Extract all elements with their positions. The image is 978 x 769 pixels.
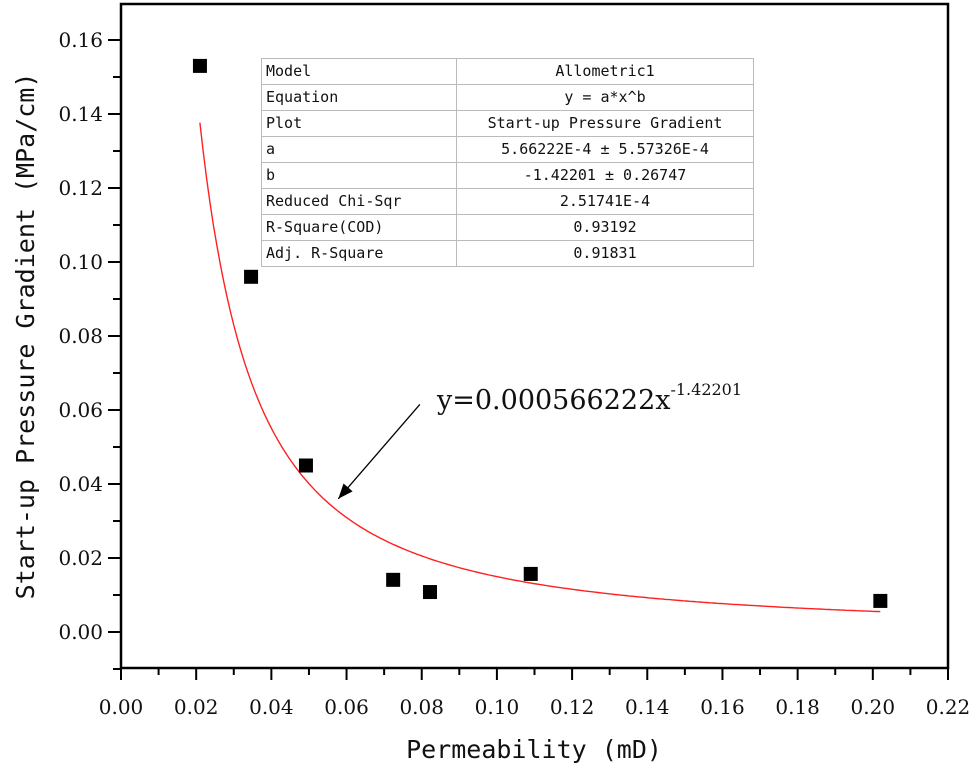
data-point-marker <box>298 458 313 473</box>
fit-param-name: Equation <box>261 84 457 111</box>
data-point-marker <box>244 269 259 284</box>
data-point-marker <box>873 593 888 608</box>
data-point-marker <box>523 566 538 581</box>
fit-param-name: Adj. R-Square <box>261 240 457 267</box>
fit-table-row: Plot Start-up Pressure Gradient <box>261 110 754 137</box>
fit-param-value: 5.66222E-4 ± 5.57326E-4 <box>456 136 754 163</box>
fit-param-name: Plot <box>261 110 457 137</box>
equation-base: y=0.000566222x <box>437 385 671 416</box>
fit-param-name: R-Square(COD) <box>261 214 457 241</box>
x-tick-label: 0.12 <box>550 695 595 719</box>
y-tick-label: 0.06 <box>58 398 103 422</box>
fit-table-row: Reduced Chi-Sqr 2.51741E-4 <box>261 188 754 215</box>
annotation-arrow <box>337 404 421 500</box>
arrow-head-icon <box>338 483 353 499</box>
fit-param-value: Start-up Pressure Gradient <box>456 110 754 137</box>
fit-param-value: 2.51741E-4 <box>456 188 754 215</box>
fit-param-name: Model <box>261 58 457 85</box>
x-tick-label: 0.00 <box>99 695 144 719</box>
y-tick-label: 0.00 <box>58 620 103 644</box>
x-tick-label: 0.08 <box>399 695 444 719</box>
arrow-shaft <box>337 404 421 500</box>
fit-equation-annotation: y=0.000566222x-1.42201 <box>437 380 742 416</box>
data-point-marker <box>386 572 401 587</box>
fit-param-name: Reduced Chi-Sqr <box>261 188 457 215</box>
fit-param-name: a <box>261 136 457 163</box>
data-point-marker <box>192 58 207 73</box>
fit-param-name: b <box>261 162 457 189</box>
y-axis-title: Start-up Pressure Gradient (MPa/cm) <box>11 73 40 600</box>
fit-table-row: Equation y = a*x^b <box>261 84 754 111</box>
equation-exponent: -1.42201 <box>670 380 743 399</box>
fit-line <box>199 122 881 613</box>
fit-table-row: b -1.42201 ± 0.26747 <box>261 162 754 189</box>
fit-param-value: 0.91831 <box>456 240 754 267</box>
fit-parameters-table: Model Allometric1 Equation y = a*x^b Plot Sta… <box>261 58 754 267</box>
x-tick-label: 0.02 <box>174 695 219 719</box>
y-tick-label: 0.10 <box>58 250 103 274</box>
x-axis-title: Permeability (mD) <box>406 735 662 764</box>
fit-param-value: 0.93192 <box>456 214 754 241</box>
y-tick-label: 0.08 <box>58 324 103 348</box>
fit-table-row: R-Square(COD) 0.93192 <box>261 214 754 241</box>
data-points <box>192 58 888 608</box>
y-tick-label: 0.14 <box>58 102 103 126</box>
x-axis: 0.00 0.02 0.04 0.06 0.08 0.10 0.12 0.14 0.16 0.18… <box>99 668 971 719</box>
fit-table-row: a 5.66222E-4 ± 5.57326E-4 <box>261 136 754 163</box>
y-tick-label: 0.04 <box>58 472 103 496</box>
y-tick-label: 0.16 <box>58 28 103 52</box>
fit-table-row: Adj. R-Square 0.91831 <box>261 240 754 267</box>
x-tick-label: 0.14 <box>625 695 670 719</box>
y-tick-label: 0.12 <box>58 176 103 200</box>
x-tick-label: 0.04 <box>249 695 294 719</box>
fit-table-row: Model Allometric1 <box>261 58 754 85</box>
x-tick-label: 0.18 <box>775 695 820 719</box>
data-point-marker <box>422 585 437 600</box>
fit-param-value: -1.42201 ± 0.26747 <box>456 162 754 189</box>
x-tick-label: 0.20 <box>851 695 896 719</box>
x-tick-label: 0.10 <box>475 695 520 719</box>
fit-curve <box>199 122 881 613</box>
x-tick-label: 0.22 <box>926 695 971 719</box>
x-tick-label: 0.16 <box>700 695 745 719</box>
fit-param-value: Allometric1 <box>456 58 754 85</box>
fit-param-value: y = a*x^b <box>456 84 754 111</box>
x-tick-label: 0.06 <box>324 695 369 719</box>
y-tick-label: 0.02 <box>58 546 103 570</box>
y-axis: 0.00 0.02 0.04 0.06 0.08 0.10 0.12 0.14 0.16 <box>58 28 121 670</box>
